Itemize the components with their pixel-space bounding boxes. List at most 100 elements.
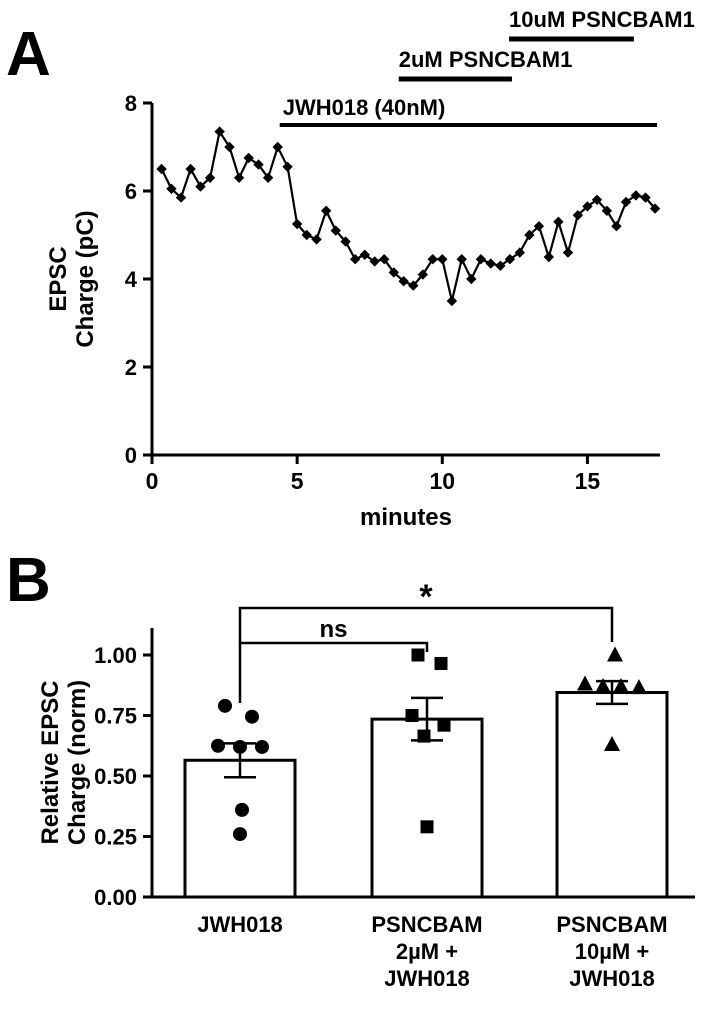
panel-b-label: B (6, 546, 51, 615)
data-point-diamond (446, 295, 458, 307)
data-point-diamond (369, 256, 380, 267)
data-point-diamond (340, 236, 351, 247)
timecourse-plot-svg: 0 2 4 6 8 0 5 10 15 JWH018 (40nM) 2uM PSNCBAM1 10uM… (45, 7, 695, 531)
data-point-diamond (630, 190, 642, 201)
group-label: PSNCBAM (371, 912, 482, 937)
data-point-diamond (649, 203, 661, 214)
significance-label: ns (319, 616, 347, 643)
significance-label: * (419, 578, 433, 616)
epsc-trace-line (160, 128, 656, 302)
data-point-diamond (350, 254, 361, 265)
mean-bar (370, 717, 484, 899)
y-tick-label: 8 (125, 91, 137, 116)
data-point-diamond (408, 280, 419, 291)
data-point-diamond (204, 172, 216, 183)
data-point-diamond (427, 254, 438, 265)
data-point-diamond (379, 254, 390, 265)
data-point-diamond (543, 251, 555, 263)
data-point-diamond (611, 221, 622, 232)
data-point-diamond (640, 192, 651, 203)
data-point-diamond (330, 225, 341, 236)
data-point-diamond (320, 205, 332, 216)
data-point-diamond (214, 126, 225, 137)
data-point-diamond (359, 249, 370, 260)
group-label: JWH018 (384, 966, 470, 991)
data-point-diamond (291, 218, 303, 230)
panel-a-timecourse-chart: 0 2 4 6 8 0 5 10 15 JWH018 (40nM) 2uM PSNCBAM1 10uM… (45, 7, 695, 531)
y-axis-title: EPSC (45, 246, 72, 311)
drug-bar-label: JWH018 (40nM) (283, 95, 446, 120)
data-point-circle (218, 698, 232, 713)
data-point-diamond (495, 260, 506, 271)
y-tick-label: 6 (125, 179, 137, 204)
data-point-circle (255, 739, 269, 754)
y-tick-label: 1.00 (94, 643, 137, 668)
data-point-diamond (485, 258, 496, 269)
group-label: PSNCBAM (556, 912, 667, 937)
data-point-diamond (466, 273, 477, 285)
drug-bar-label: 2uM PSNCBAM1 (399, 47, 573, 72)
data-point-diamond (524, 229, 535, 241)
data-point-diamond (572, 210, 584, 221)
data-point-diamond (156, 163, 167, 175)
data-point-diamond (243, 152, 254, 164)
data-point-triangle (631, 679, 647, 695)
drug-bar-label: 10uM PSNCBAM1 (509, 7, 695, 32)
data-point-triangle (577, 675, 593, 691)
y-tick-label: 2 (125, 355, 137, 380)
y-tick-label: 4 (125, 267, 138, 292)
data-point-diamond (553, 216, 564, 227)
y-axis-title: Relative EPSC (37, 680, 64, 844)
data-point-diamond (175, 192, 187, 203)
data-point-diamond (504, 254, 516, 265)
data-point-diamond (272, 141, 283, 153)
y-tick-label: 0 (125, 443, 137, 468)
data-point-diamond (475, 254, 487, 265)
data-point-diamond (601, 205, 613, 216)
data-point-diamond (437, 254, 448, 265)
y-axis-title: Charge (norm) (64, 680, 91, 845)
x-tick-label: 0 (146, 468, 159, 494)
x-tick-label: 15 (575, 468, 601, 494)
data-point-diamond (166, 183, 177, 194)
data-point-diamond (514, 247, 525, 258)
panel-a-label: A (6, 20, 51, 89)
data-point-diamond (562, 247, 574, 258)
group-label: 2µM + (396, 939, 458, 964)
data-point-square (437, 718, 451, 732)
data-point-circle (245, 709, 259, 724)
mean-bar (555, 691, 669, 899)
group-label: JWH018 (197, 912, 283, 937)
data-point-square (434, 656, 448, 670)
group-label: 10µM + (575, 939, 649, 964)
data-point-diamond (195, 181, 206, 192)
y-axis-title: Charge (pC) (72, 210, 99, 347)
x-tick-label: 5 (291, 468, 304, 494)
data-point-square (411, 648, 425, 662)
data-point-triangle (607, 646, 623, 662)
group-label: JWH018 (569, 966, 655, 991)
data-point-diamond (620, 196, 632, 208)
data-point-circle (211, 738, 225, 753)
data-point-diamond (253, 159, 264, 170)
data-point-triangle (613, 677, 629, 693)
data-point-square (405, 709, 419, 722)
data-point-diamond (282, 161, 293, 172)
panel-b-bar-chart: 0.00 0.25 0.50 0.75 1.00 JWH018 PSNCBAM 2µM + JW… (0, 540, 728, 1014)
data-point-triangle (604, 736, 620, 752)
data-point-diamond (262, 172, 274, 183)
data-point-diamond (185, 163, 196, 175)
data-point-diamond (417, 269, 429, 280)
data-point-diamond (456, 254, 467, 265)
data-point-circle (233, 739, 247, 754)
data-point-diamond (388, 267, 400, 278)
data-point-diamond (591, 194, 603, 205)
data-point-circle (233, 827, 247, 842)
data-point-square (420, 820, 434, 834)
significance-bracket (238, 606, 614, 643)
data-point-diamond (398, 276, 409, 287)
x-tick-label: 10 (429, 468, 455, 494)
y-tick-label: 0.25 (94, 825, 137, 850)
data-point-square (417, 729, 431, 743)
